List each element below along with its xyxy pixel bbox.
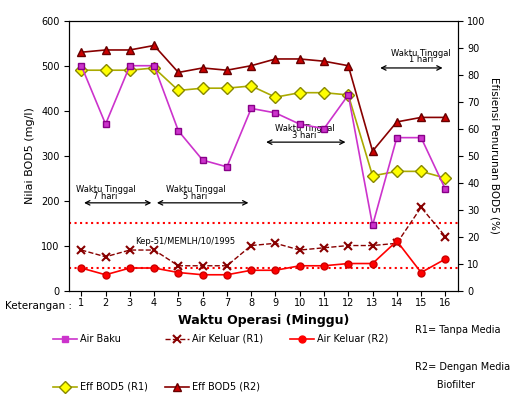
Y-axis label: Nilai BOD5 (mg/l): Nilai BOD5 (mg/l) [26,107,36,204]
Text: Air Keluar (R1): Air Keluar (R1) [192,334,263,344]
Text: Biofilter: Biofilter [415,380,475,390]
Text: Waktu Tinggal: Waktu Tinggal [391,49,451,58]
Text: 5 hari: 5 hari [183,192,207,200]
Text: 7 hari: 7 hari [94,192,118,200]
Text: Waktu Tinggal: Waktu Tinggal [275,124,335,133]
X-axis label: Waktu Operasi (Minggu): Waktu Operasi (Minggu) [178,314,349,327]
Text: Waktu Tinggal: Waktu Tinggal [76,185,136,194]
Text: Waktu Tinggal: Waktu Tinggal [165,185,225,194]
Text: R1= Tanpa Media: R1= Tanpa Media [415,325,501,335]
Text: Keterangan :: Keterangan : [5,301,72,311]
Text: R2= Dengan Media: R2= Dengan Media [415,362,510,372]
Text: Eff BOD5 (R1): Eff BOD5 (R1) [80,382,148,392]
Text: 3 hari: 3 hari [293,131,317,140]
Text: 1 hari: 1 hari [409,55,433,64]
Text: Air Keluar (R2): Air Keluar (R2) [317,334,388,344]
Text: Kep-51/MEMLH/10/1995: Kep-51/MEMLH/10/1995 [135,237,235,247]
Text: Eff BOD5 (R2): Eff BOD5 (R2) [192,382,260,392]
Text: Air Baku: Air Baku [80,334,121,344]
Y-axis label: Efisiensi Penurunan BOD5 (%): Efisiensi Penurunan BOD5 (%) [489,77,500,234]
